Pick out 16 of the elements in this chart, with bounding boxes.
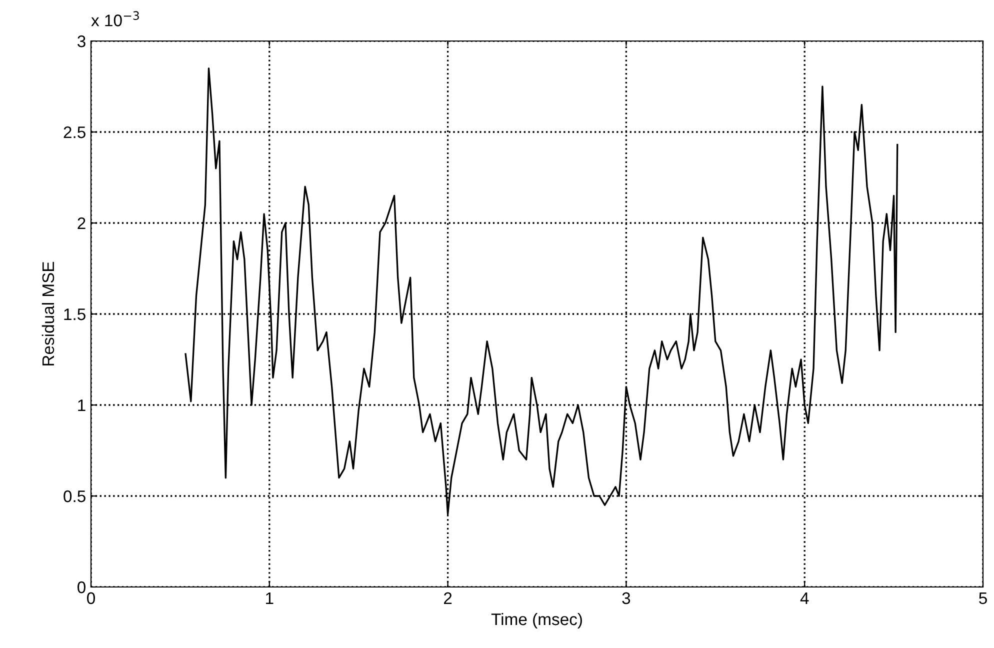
y-tick-label: 1 [78, 400, 86, 412]
x-tick-label: 3 [622, 592, 630, 604]
y-tick-label: 0.5 [64, 490, 86, 502]
y-tick-label: 0 [78, 581, 86, 594]
y-tick-label: 1.5 [64, 308, 86, 320]
x-tick-label: 0 [87, 592, 95, 604]
x-axis-title: Time (msec) [491, 612, 582, 628]
x-tick-label: 5 [979, 592, 987, 604]
x-tick-label: 2 [444, 592, 452, 604]
y-tick-label: 3 [78, 35, 86, 48]
x-tick-label: 4 [800, 592, 809, 604]
y-axis-title: Residual MSE [42, 262, 54, 366]
y-tick-label: 2.5 [64, 126, 86, 138]
x-tick-label: 1 [266, 592, 274, 604]
text: x 10$^{−3}$ [91, 11, 139, 26]
y-tick-label: 2 [78, 217, 86, 230]
